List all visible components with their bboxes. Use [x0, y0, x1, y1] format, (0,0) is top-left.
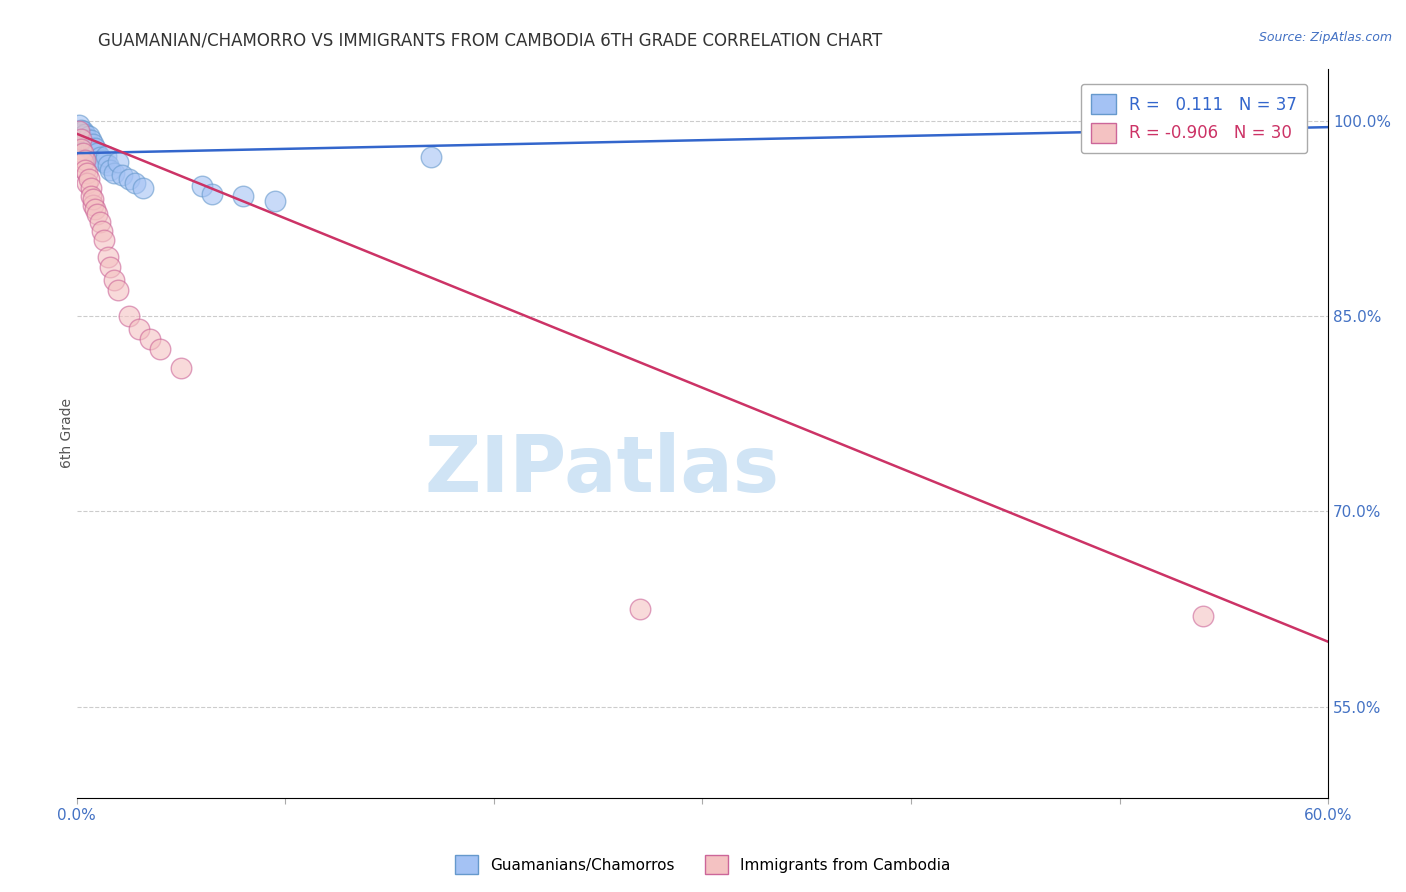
Point — [69, 122, 91, 136]
Point — [170, 361, 193, 376]
Point — [232, 189, 254, 203]
Point — [80, 181, 103, 195]
Point — [94, 149, 117, 163]
Point — [420, 150, 443, 164]
Point — [118, 172, 141, 186]
Point — [73, 135, 96, 149]
Point — [72, 133, 94, 147]
Text: Source: ZipAtlas.com: Source: ZipAtlas.com — [1258, 31, 1392, 45]
Point — [69, 132, 91, 146]
Point — [103, 166, 125, 180]
Point — [98, 260, 121, 274]
Point — [82, 198, 104, 212]
Point — [72, 124, 94, 138]
Point — [149, 342, 172, 356]
Point — [118, 309, 141, 323]
Point — [86, 146, 108, 161]
Point — [73, 153, 96, 167]
Point — [97, 251, 120, 265]
Point — [73, 163, 96, 178]
Point — [72, 155, 94, 169]
Point — [69, 127, 91, 141]
Legend: R =   0.111   N = 37, R = -0.906   N = 30: R = 0.111 N = 37, R = -0.906 N = 30 — [1081, 84, 1308, 153]
Point — [76, 166, 98, 180]
Point — [80, 142, 103, 156]
Point — [76, 139, 98, 153]
Text: GUAMANIAN/CHAMORRO VS IMMIGRANTS FROM CAMBODIA 6TH GRADE CORRELATION CHART: GUAMANIAN/CHAMORRO VS IMMIGRANTS FROM CA… — [98, 31, 883, 49]
Point — [93, 234, 115, 248]
Point — [201, 186, 224, 201]
Point — [90, 224, 112, 238]
Point — [69, 142, 91, 156]
Point — [76, 176, 98, 190]
Point — [86, 207, 108, 221]
Point — [67, 124, 90, 138]
Point — [67, 118, 90, 132]
Point — [72, 129, 94, 144]
Point — [84, 202, 107, 217]
Point — [132, 181, 155, 195]
Point — [107, 283, 129, 297]
Point — [138, 333, 160, 347]
Point — [73, 127, 96, 141]
Point — [1192, 608, 1215, 623]
Point — [128, 322, 150, 336]
Point — [77, 172, 100, 186]
Point — [1171, 118, 1194, 132]
Point — [89, 150, 111, 164]
Point — [72, 146, 94, 161]
Point — [98, 163, 121, 178]
Point — [82, 137, 104, 152]
Point — [111, 169, 134, 183]
Y-axis label: 6th Grade: 6th Grade — [60, 399, 73, 468]
Point — [89, 215, 111, 229]
Point — [190, 178, 212, 193]
Point — [124, 176, 146, 190]
Point — [77, 136, 100, 150]
Point — [107, 155, 129, 169]
Point — [80, 189, 103, 203]
Point — [77, 139, 100, 153]
Point — [628, 602, 651, 616]
Point — [103, 272, 125, 286]
Text: ZIPatlas: ZIPatlas — [425, 432, 780, 508]
Point — [82, 145, 104, 159]
Point — [90, 153, 112, 167]
Point — [263, 194, 285, 209]
Point — [80, 133, 103, 147]
Point — [77, 129, 100, 144]
Point — [97, 158, 120, 172]
Point — [76, 132, 98, 146]
Legend: Guamanians/Chamorros, Immigrants from Cambodia: Guamanians/Chamorros, Immigrants from Ca… — [449, 849, 957, 880]
Point — [93, 155, 115, 169]
Point — [84, 141, 107, 155]
Point — [82, 192, 104, 206]
